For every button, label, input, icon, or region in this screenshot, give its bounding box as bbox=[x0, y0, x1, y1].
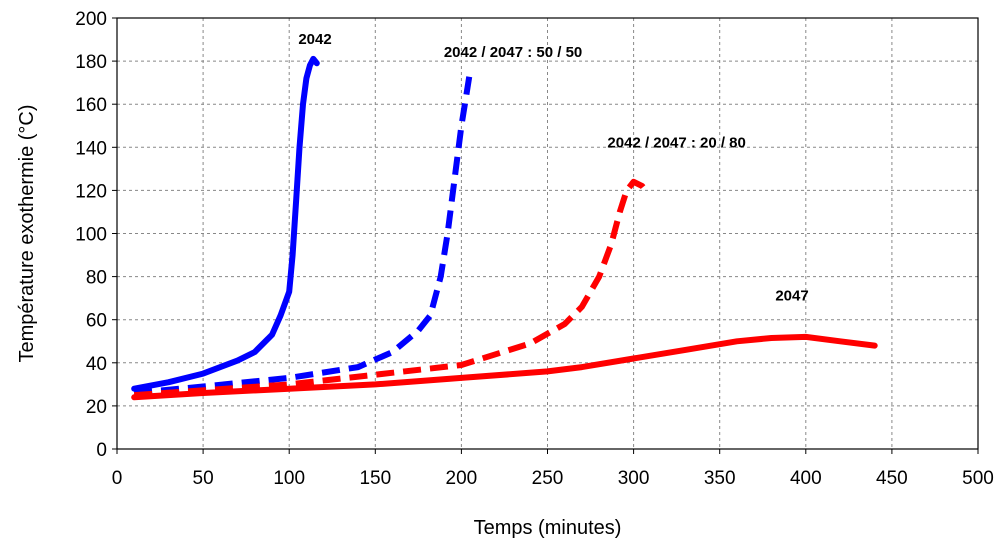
annotation-label: 2042 / 2047 : 50 / 50 bbox=[444, 44, 582, 61]
y-tick-label: 160 bbox=[75, 95, 107, 116]
annotations: 2042 2042 / 2047 : 50 / 50 2042 / 2047 : 2… bbox=[298, 31, 808, 304]
x-tick-label: 150 bbox=[359, 468, 391, 489]
series-lines bbox=[131, 55, 878, 401]
annotation-label: 2047 bbox=[775, 287, 808, 304]
y-tick-label: 60 bbox=[86, 311, 107, 332]
y-tick-label: 180 bbox=[75, 52, 107, 73]
axis-ticks: 0 20 40 60 80 100 120 140 160 180 200 0 50 100 150 200 2… bbox=[75, 9, 994, 489]
y-tick-label: 140 bbox=[75, 138, 107, 159]
x-tick-label: 500 bbox=[962, 468, 994, 489]
x-tick-label: 100 bbox=[273, 468, 305, 489]
series-line-4 bbox=[131, 333, 878, 401]
y-tick-label: 120 bbox=[75, 181, 107, 202]
x-tick-label: 450 bbox=[876, 468, 908, 489]
series-line-1 bbox=[131, 55, 320, 392]
x-tick-label: 200 bbox=[446, 468, 478, 489]
y-tick-label: 80 bbox=[86, 268, 107, 289]
y-tick-label: 40 bbox=[86, 354, 107, 375]
x-tick-label: 0 bbox=[112, 468, 123, 489]
y-axis-title: Température exothermie (°C) bbox=[16, 104, 38, 362]
y-tick-label: 200 bbox=[75, 9, 107, 30]
y-tick-label: 100 bbox=[75, 225, 107, 246]
x-axis-title: Temps (minutes) bbox=[474, 517, 622, 539]
annotation-label: 2042 bbox=[298, 31, 331, 48]
x-tick-label: 300 bbox=[618, 468, 650, 489]
x-tick-label: 350 bbox=[704, 468, 736, 489]
y-tick-label: 0 bbox=[96, 440, 107, 461]
x-tick-label: 250 bbox=[532, 468, 564, 489]
x-tick-label: 50 bbox=[193, 468, 214, 489]
annotation-label: 2042 / 2047 : 20 / 80 bbox=[607, 134, 745, 151]
y-tick-label: 20 bbox=[86, 397, 107, 418]
x-tick-label: 400 bbox=[790, 468, 822, 489]
series-line-3 bbox=[133, 178, 650, 399]
